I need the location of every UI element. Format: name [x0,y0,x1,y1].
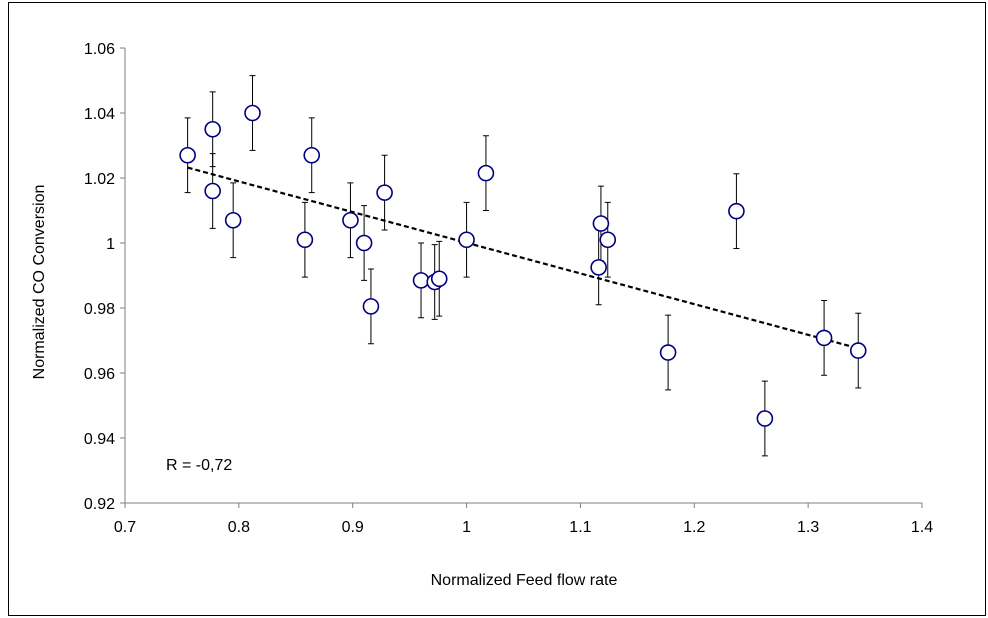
trendline-group [187,166,860,350]
data-point [355,234,373,252]
x-tick-label: 0.7 [114,519,136,536]
data-point [849,342,867,359]
data-point [179,146,196,164]
axes: 0.92 0.94 0.96 0.98 1 1.02 1.04 1.06 0.7 0.8 0.9 1 1… [84,41,933,536]
x-tick-label: 1.2 [683,519,705,536]
data-points [179,104,867,427]
data-point [815,329,833,347]
y-tick-label: 0.96 [84,366,115,383]
data-point [592,215,610,232]
data-point [477,164,495,182]
data-point [244,104,261,122]
data-point [728,202,745,220]
data-point [204,182,221,200]
data-point [224,211,242,229]
y-tick-label: 0.94 [84,431,115,448]
data-point [296,231,314,249]
x-tick-label: 0.8 [228,519,250,536]
x-tick-label: 0.9 [342,519,364,536]
correlation-annotation: R = -0,72 [166,457,232,474]
data-point [204,120,221,138]
data-point [590,259,607,276]
data-point [376,184,393,201]
data-point [458,231,475,249]
data-point [599,231,617,249]
x-axis-label: Normalized Feed flow rate [431,572,618,589]
error-bars [184,75,862,457]
trendline [187,166,860,350]
data-point [756,410,774,427]
y-tick-label: 1 [106,236,115,253]
x-tick-label: 1 [462,519,471,536]
x-tick-label: 1.4 [911,519,933,536]
x-tick-label: 1.1 [569,519,591,536]
data-point [659,344,677,361]
y-tick-label: 1.04 [84,106,115,123]
x-tick-label: 1.3 [797,519,819,536]
y-axis-label: Normalized CO Conversion [31,185,48,380]
data-point [430,270,448,288]
data-point [342,211,359,229]
y-tick-label: 1.02 [84,171,115,188]
data-point [303,146,321,164]
y-tick-label: 0.98 [84,301,115,318]
data-point [362,298,380,315]
y-tick-label: 1.06 [84,41,115,58]
y-tick-label: 0.92 [84,496,115,513]
chart-frame [8,2,986,616]
data-point [412,272,430,289]
